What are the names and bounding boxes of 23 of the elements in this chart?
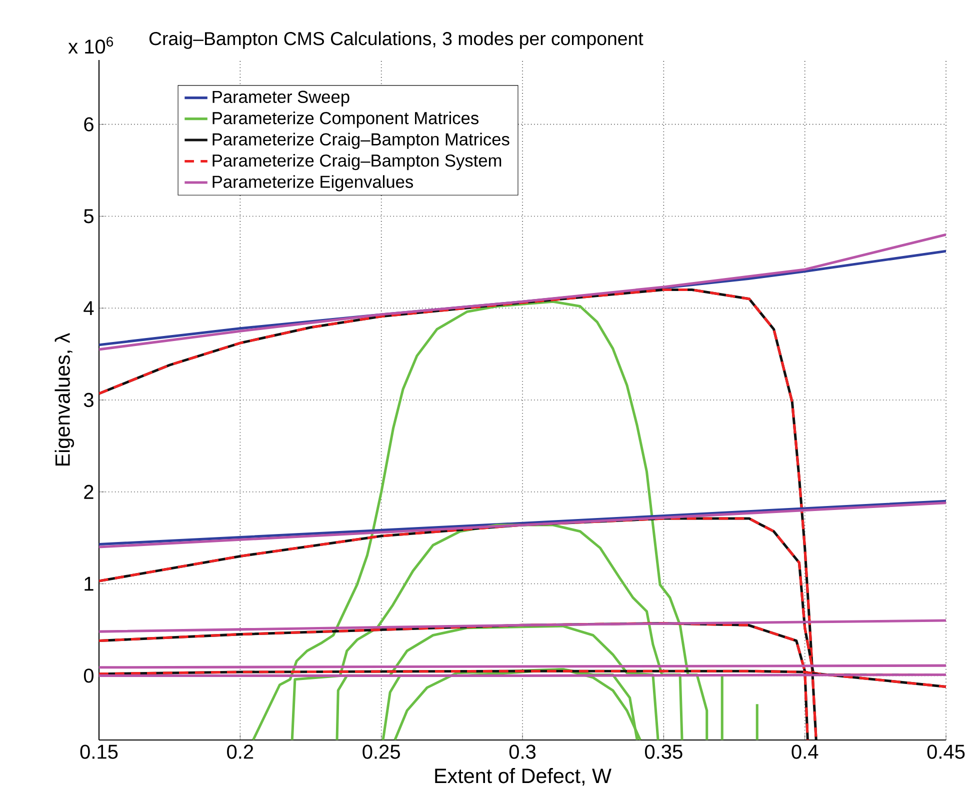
y-tick-label: 5 (84, 209, 94, 224)
x-tick-label: 0.3 (509, 744, 536, 759)
legend-label: Parameterize Craig–Bampton Matrices (212, 132, 510, 149)
legend-label: Parameter Sweep (212, 90, 350, 106)
x-axis-title: Extent of Defect, W (435, 768, 612, 786)
legend-label: Parameterize Component Matrices (212, 112, 478, 128)
legend-label: Parameterize Eigenvalues (212, 175, 414, 192)
y-axis-title: Eigenvalues, λ (54, 333, 74, 466)
x-tick-label: 0.25 (362, 744, 400, 759)
x-tick-label: 0.35 (644, 744, 682, 759)
text: x 10$^{6}$ (68, 36, 114, 54)
y-tick-label: 6 (84, 117, 94, 132)
y-tick-label: 2 (84, 484, 94, 499)
legend-label: Parameterize Craig–Bampton System (212, 154, 502, 170)
x-tick-label: 0.15 (80, 744, 118, 759)
x-tick-label: 0.4 (792, 744, 818, 759)
x-tick-label: 0.45 (927, 744, 965, 759)
y-tick-label: 3 (84, 392, 94, 408)
y-tick-label: 1 (84, 576, 94, 591)
chart-title: Craig–Bampton CMS Calculations, 3 modes per component (149, 32, 644, 49)
x-tick-label: 0.2 (227, 744, 254, 759)
y-tick-label: 0 (84, 668, 94, 683)
y-tick-label: 4 (84, 301, 94, 315)
